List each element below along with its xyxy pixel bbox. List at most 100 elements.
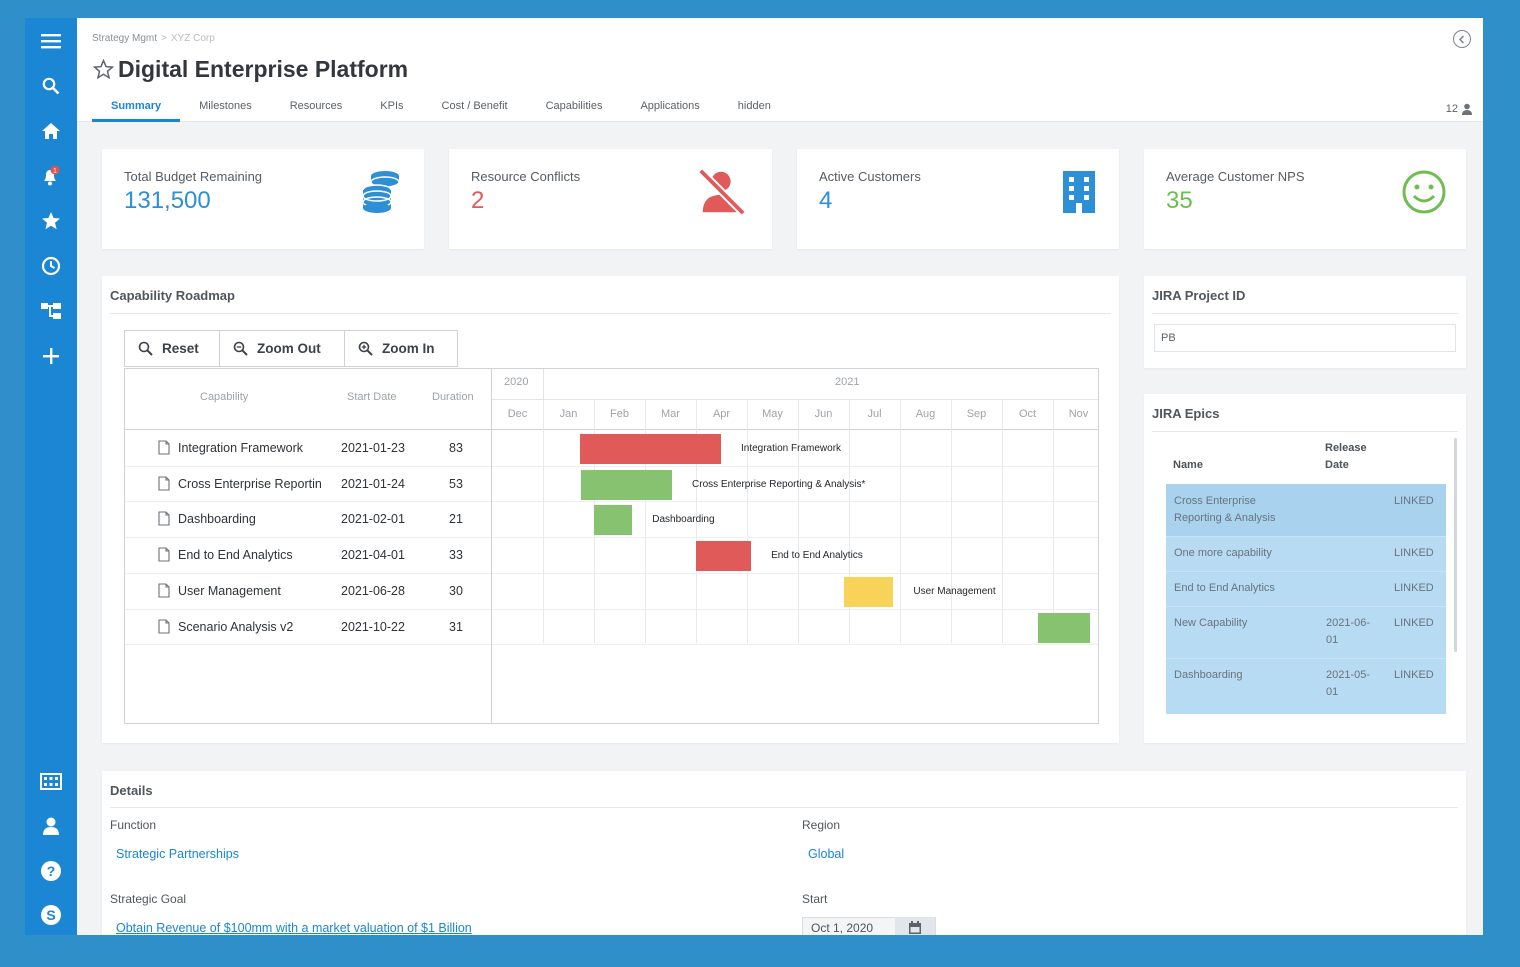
jira-epics-panel: JIRA Epics Name Release Date Cross Enter…: [1144, 394, 1466, 743]
kpi-card-nps: Average Customer NPS 35: [1144, 149, 1466, 249]
tab-applications[interactable]: Applications: [640, 100, 700, 112]
app-logo-icon[interactable]: S: [37, 901, 65, 929]
help-icon[interactable]: ?: [37, 857, 65, 885]
col-header-start-date[interactable]: Start Date: [347, 391, 397, 403]
month-label: Jun: [814, 408, 833, 420]
search-icon[interactable]: [37, 72, 65, 100]
kpi-card-conflicts: Resource Conflicts 2: [449, 149, 772, 249]
epic-row[interactable]: End to End Analytics LINKED: [1166, 571, 1446, 606]
gantt-timeline: 2020 2021 Dec Jan Feb Mar Apr May Jun Jul Aug Sep Oc…: [492, 369, 1098, 723]
gantt-bar[interactable]: [581, 469, 673, 500]
jira-project-id-field[interactable]: PB: [1154, 324, 1456, 352]
menu-icon[interactable]: [37, 27, 65, 55]
start-date-field[interactable]: Oct 1, 2020: [802, 917, 936, 935]
star-icon[interactable]: [37, 207, 65, 235]
breadcrumb-current[interactable]: XYZ Corp: [170, 33, 215, 44]
tab-resources[interactable]: Resources: [289, 100, 343, 112]
gantt-row[interactable]: User Management 2021-06-28 30: [125, 574, 491, 610]
epic-release-date: 2021-05-: [1326, 669, 1371, 681]
region-value[interactable]: Global: [808, 847, 845, 861]
gantt-row[interactable]: End to End Analytics 2021-04-01 33: [125, 538, 491, 574]
epic-name: End to End Analytics: [1174, 582, 1275, 594]
user-count-value: 12: [1445, 103, 1458, 115]
epic-row[interactable]: One more capability LINKED: [1166, 536, 1446, 571]
row-gridline: [125, 501, 491, 503]
calendar-button[interactable]: [895, 917, 935, 935]
month-gridline: [1053, 400, 1054, 643]
epic-row[interactable]: Cross Enterprise Reporting & Analysis LI…: [1166, 484, 1446, 536]
gantt-rows: Integration Framework 2021-01-23 83 Cross E…: [125, 429, 491, 723]
building-icon[interactable]: [37, 767, 65, 795]
gantt-bar[interactable]: [696, 541, 752, 572]
reset-button[interactable]: Reset: [124, 330, 220, 367]
tab-hidden[interactable]: hidden: [737, 100, 771, 112]
breadcrumb-root[interactable]: Strategy Mgmt: [92, 33, 158, 44]
month-label: Dec: [507, 408, 528, 420]
epics-header-name[interactable]: Name: [1173, 459, 1203, 471]
collapse-back-button[interactable]: [1453, 30, 1471, 48]
notification-bell-icon[interactable]: 1: [37, 162, 65, 190]
zoom-in-button[interactable]: Zoom In: [344, 330, 458, 367]
plus-icon[interactable]: [37, 342, 65, 370]
duration: 30: [449, 583, 463, 598]
epic-name: New Capability: [1174, 617, 1248, 629]
tab-capabilities[interactable]: Capabilities: [545, 100, 603, 112]
calendar-icon: [909, 921, 921, 934]
section-title: JIRA Epics: [1152, 406, 1220, 421]
row-gridline: [492, 501, 1098, 503]
gantt-bar[interactable]: [843, 576, 894, 607]
duration: 83: [449, 441, 463, 455]
tab-kpis[interactable]: KPIs: [380, 100, 404, 112]
capability-name: End to End Analytics: [178, 548, 293, 563]
home-icon[interactable]: [37, 117, 65, 145]
epics-header-release-line2[interactable]: Date: [1325, 459, 1349, 471]
roadmap-toolbar: Reset Zoom Out Zoom In: [124, 330, 459, 368]
breadcrumb: Strategy Mgmt > XYZ Corp: [92, 33, 215, 44]
capability-name: Dashboarding: [178, 512, 256, 527]
divider: [1152, 313, 1458, 314]
epic-row[interactable]: New Capability 2021-06- 01 LINKED: [1166, 606, 1446, 658]
svg-text:1: 1: [53, 168, 57, 175]
row-gridline: [125, 644, 491, 646]
month-label: Nov: [1068, 408, 1089, 420]
month-gridline: [900, 400, 901, 643]
tab-milestones[interactable]: Milestones: [199, 100, 252, 112]
epic-name-line2: Reporting & Analysis: [1174, 512, 1276, 524]
kpi-card-budget: Total Budget Remaining 131,500: [102, 149, 424, 249]
strategic-goal-value[interactable]: Obtain Revenue of $100mm with a market v…: [116, 921, 472, 935]
gantt-bar[interactable]: [579, 434, 721, 464]
col-header-capability[interactable]: Capability: [200, 391, 249, 403]
month-label: Sep: [966, 408, 987, 420]
favorite-star-icon[interactable]: [93, 59, 114, 80]
gantt-row[interactable]: Cross Enterprise Reportin 2021-01-24 53: [125, 467, 491, 503]
epics-scrollbar[interactable]: [1454, 438, 1457, 652]
zoom-out-button[interactable]: Zoom Out: [219, 330, 345, 367]
user-icon: [1462, 103, 1472, 115]
gantt-row[interactable]: Integration Framework 2021-01-23 83: [125, 431, 491, 467]
function-value[interactable]: Strategic Partnerships: [116, 847, 239, 861]
zoom-in-label: Zoom In: [382, 341, 435, 356]
user-icon[interactable]: [37, 812, 65, 840]
col-header-duration[interactable]: Duration: [432, 391, 474, 403]
user-count[interactable]: 12: [1446, 103, 1473, 115]
gantt-bar[interactable]: [1037, 612, 1090, 643]
duration: 31: [449, 619, 463, 634]
hierarchy-icon[interactable]: [37, 297, 65, 325]
clock-icon[interactable]: [37, 252, 65, 280]
zoom-out-label: Zoom Out: [257, 341, 321, 356]
gantt-divider: [491, 369, 492, 723]
gantt-bar[interactable]: [594, 505, 633, 536]
sidebar: 1 ? S: [25, 18, 77, 935]
capability-name: Scenario Analysis v2: [178, 619, 294, 634]
epics-header-release-line1[interactable]: Release: [1325, 442, 1367, 454]
gantt-row[interactable]: Scenario Analysis v2 2021-10-22 31: [125, 610, 491, 646]
gantt-row[interactable]: Dashboarding 2021-02-01 21: [125, 502, 491, 538]
building-icon: [1053, 167, 1105, 217]
tab-cost-benefit[interactable]: Cost / Benefit: [441, 100, 508, 112]
epic-row[interactable]: Dashboarding 2021-05- 01 LINKED: [1166, 658, 1446, 714]
kpi-value: 2: [471, 187, 485, 214]
gantt-bar-label: Cross Enterprise Reporting & Analysis*: [692, 478, 866, 490]
gantt-header-rule: [125, 429, 1098, 430]
epic-release-date-line2: 01: [1326, 686, 1339, 698]
tab-summary[interactable]: Summary: [92, 98, 181, 122]
